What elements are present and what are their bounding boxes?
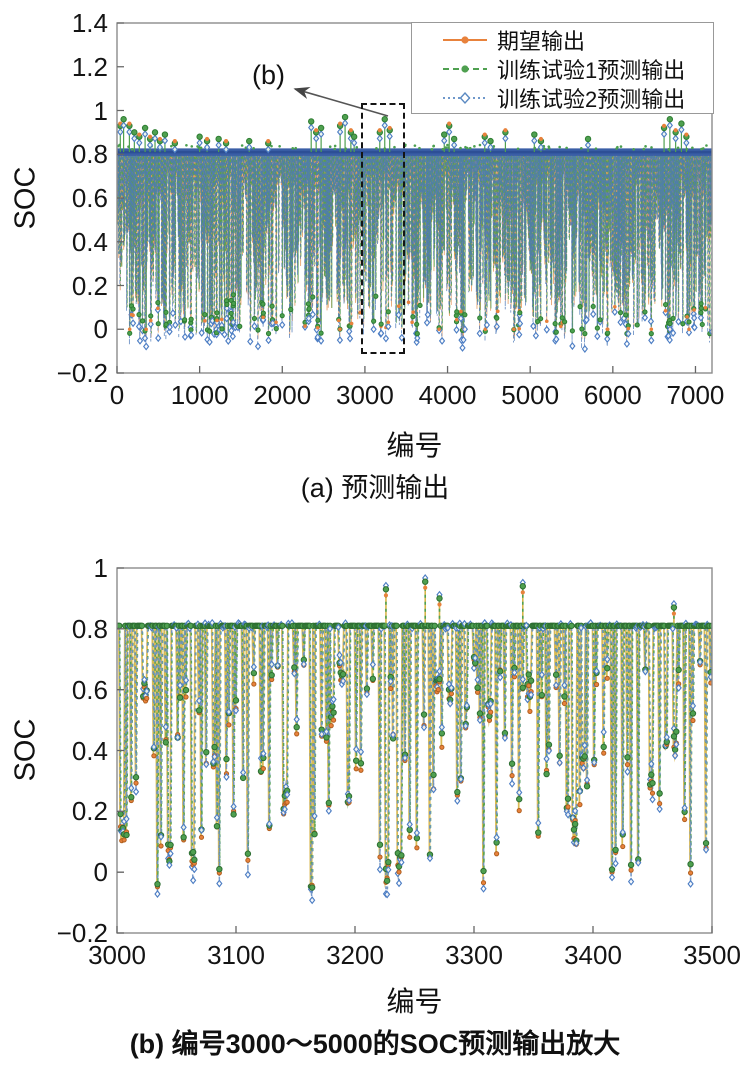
zoom-region-box xyxy=(361,103,405,354)
legend-marker-trial2-icon xyxy=(443,92,487,105)
legend: 期望输出 训练试验1预测输出 训练试验2预测输出 xyxy=(411,22,714,114)
legend-label-expected: 期望输出 xyxy=(497,28,586,54)
y-axis-label-a: SOC xyxy=(9,166,42,230)
y-axis-label-b: SOC xyxy=(9,718,42,782)
x-axis-label-b: 编号 xyxy=(386,986,443,1017)
panel-a-caption: (a) 预测输出 xyxy=(300,473,450,503)
legend-item-trial2: 训练试验2预测输出 xyxy=(442,84,713,113)
annotation-b-label: (b) xyxy=(252,60,285,90)
annotation-arrow xyxy=(293,87,389,117)
legend-item-expected: 期望输出 xyxy=(442,25,713,54)
legend-item-trial1: 训练试验1预测输出 xyxy=(442,54,713,83)
legend-marker-trial1-icon xyxy=(443,65,487,73)
x-axis-label-a: 编号 xyxy=(386,430,443,461)
legend-label-trial1: 训练试验1预测输出 xyxy=(497,57,686,83)
panel-b-caption: (b) 编号3000～5000的SOC预测输出放大 xyxy=(129,1029,621,1059)
legend-label-trial2: 训练试验2预测输出 xyxy=(497,87,686,113)
legend-marker-expected-icon xyxy=(443,36,487,44)
